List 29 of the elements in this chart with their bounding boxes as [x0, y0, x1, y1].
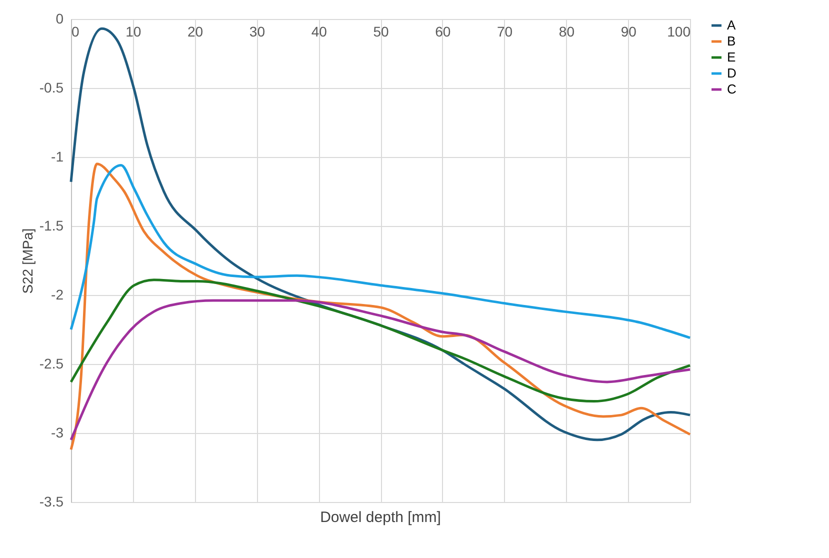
- legend-label: A: [727, 18, 736, 32]
- y-tick-label: -2: [51, 286, 64, 302]
- legend-label: C: [727, 82, 736, 96]
- y-tick-label: 0: [56, 10, 64, 26]
- x-tick-label: 80: [558, 24, 575, 40]
- y-tick-label: -2.5: [39, 356, 64, 372]
- line-series: [70, 164, 692, 340]
- x-tick-label: 30: [249, 24, 266, 40]
- legend-label: D: [727, 66, 736, 80]
- line-series: [70, 278, 692, 403]
- y-axis-title: S22 [MPa]: [19, 228, 36, 294]
- y-tick-label: -3.5: [39, 494, 64, 510]
- line-series: [70, 299, 692, 442]
- x-tick-label: 20: [188, 24, 204, 40]
- y-tick-label: -3: [51, 424, 64, 440]
- x-tick-label: 70: [497, 24, 513, 40]
- legend-label: E: [727, 50, 736, 64]
- legend-label: B: [727, 34, 736, 48]
- y-tick-label: -1.5: [39, 218, 64, 234]
- x-tick-label: 100: [667, 24, 691, 40]
- x-tick-label: 90: [620, 24, 637, 40]
- x-tick-label: 50: [373, 24, 389, 40]
- x-axis-title: Dowel depth [mm]: [320, 509, 441, 526]
- x-tick-label: 0: [72, 24, 80, 40]
- y-tick-label: -0.5: [39, 80, 64, 96]
- x-tick-label: 60: [435, 24, 451, 40]
- y-tick-label: -1: [51, 148, 64, 164]
- x-tick-label: 10: [126, 24, 142, 40]
- x-tick-label: 40: [311, 24, 328, 40]
